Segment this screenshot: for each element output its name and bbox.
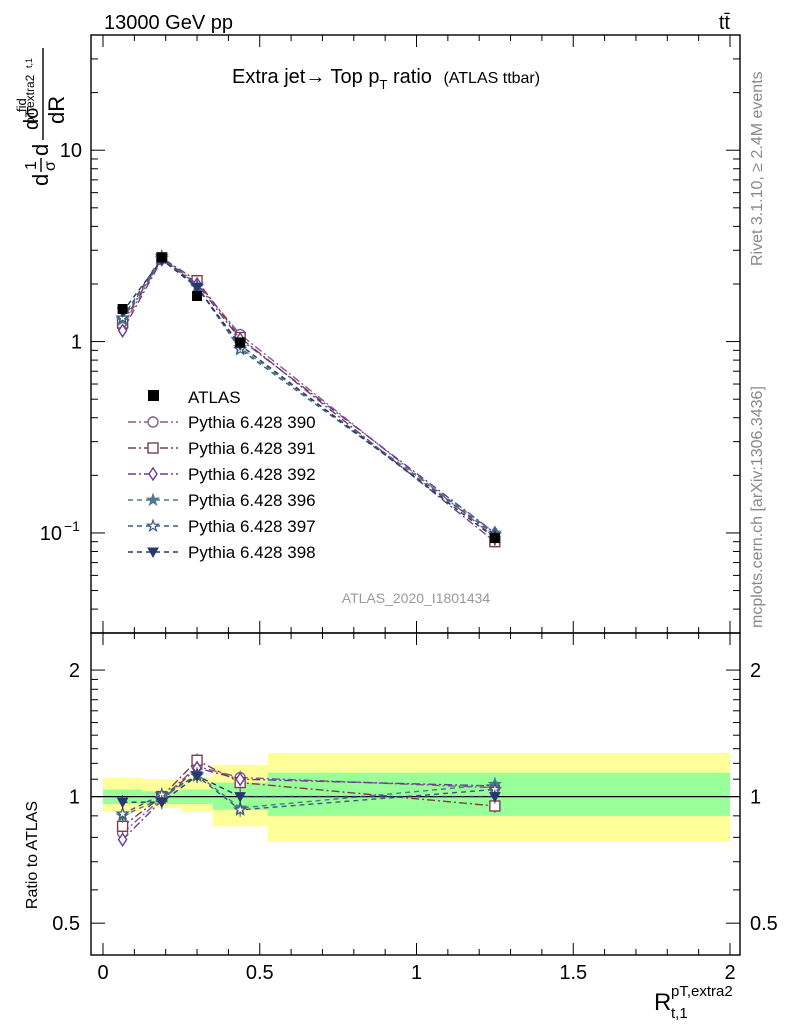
ratio-series-point [117,832,128,847]
ratio-series-point [115,806,130,821]
ratio-y-tick-label: 1 [69,787,80,809]
legend-marker [147,416,159,428]
data-point [489,533,500,544]
data-point [156,252,167,263]
svg-text:t,1: t,1 [24,58,34,68]
plot-title: Extra jet→ Top pT ratio (ATLAS ttbar) [232,66,540,92]
legend-label: Pythia 6.428 390 [188,413,316,432]
main-series-point [117,323,128,338]
x-axis-label-sup: pT,extra2 [671,983,733,1000]
legend: ATLAS Pythia 6.428 390 Pythia 6.428 391 Pyt… [128,388,316,562]
legend-label: Pythia 6.428 397 [188,517,316,536]
legend-marker [147,442,159,454]
ratio-series-point [234,792,247,803]
panel-frames [90,34,741,956]
ratio-y-tick-label-right: 1 [750,787,761,809]
legend-label: Pythia 6.428 391 [188,439,316,458]
data-point [117,303,128,314]
ratio-frame [90,632,741,956]
process-label: tt̄ [719,12,731,34]
svg-text:dR: dR [44,96,69,124]
y-axis-label-top-main: dσ [21,106,43,130]
main-y-tick-label: 10 [40,523,62,545]
legend-label: Pythia 6.428 392 [188,465,316,484]
x-axis-label-sub: t,1 [671,1005,688,1022]
legend-label-data: ATLAS [188,388,241,407]
x-tick-label: 0 [97,962,108,984]
x-tick-label: 1.5 [559,962,587,984]
data-point [235,337,246,348]
ratio-y-tick-label: 0.5 [52,913,80,935]
legend-marker [147,547,159,559]
main-series-line [121,257,496,538]
analysis-label: ATLAS_2020_I1801434 [342,590,491,606]
main-y-tick-label-exp: −1 [64,518,80,534]
y-axis-label-ratio: Ratio to ATLAS [24,801,41,909]
energy-label: 13000 GeV pp [104,12,233,34]
source-label: mcplots.cern.ch [arXiv:1306.3436] [749,386,766,628]
plot-title-main: Extra jet→ Top p [232,66,379,88]
main-y-tick-label: 1 [71,332,82,354]
legend-marker [148,466,158,482]
x-tick-label: 2 [724,962,735,984]
legend-label: Pythia 6.428 396 [188,491,316,510]
main-y-tick-label: 10 [60,140,82,162]
ratio-y-tick-label-right: 0.5 [750,913,778,935]
x-axis-label: R pT,extra2 t,1 [654,983,733,1022]
x-axis-label-main: R [654,989,671,1016]
ratio-series-point [191,771,203,782]
x-tick-label: 1 [411,962,422,984]
x-tick-label: 0.5 [246,962,274,984]
plot-title-rest: ratio [387,66,431,88]
main-series-group [115,249,503,548]
svg-text:d: d [28,174,53,186]
legend-marker [145,518,161,533]
svg-text:d: d [28,144,53,156]
ratio-series-point [116,797,129,809]
ratio-y-tick-label-right: 2 [750,660,761,682]
svg-text:pT,extra2: pT,extra2 [23,74,37,124]
ratio-series-point [235,771,245,787]
plot-title-sub: T [379,77,387,92]
ratio-series-group [115,753,503,847]
ratio-series-point [232,802,248,817]
ratio-y-tick-label: 2 [69,660,80,682]
plot-title-note: (ATLAS ttbar) [443,70,540,87]
main-series-point [191,282,203,294]
rivet-label: Rivet 3.1.10, ≥ 2.4M events [749,71,766,266]
svg-text:σ: σ [42,161,59,171]
svg-text:fid: fid [14,98,29,112]
data-point [192,291,203,302]
svg-text:1: 1 [23,161,40,170]
ratio-series-point [489,792,501,803]
legend-marker-data [148,390,159,401]
legend-label: Pythia 6.428 398 [188,543,316,562]
ratio-series-point [155,797,168,809]
y-axis-label-main: d 1 σ d dσ fid pT,extra2 dR t,1 [14,48,69,186]
legend-marker [145,492,161,507]
